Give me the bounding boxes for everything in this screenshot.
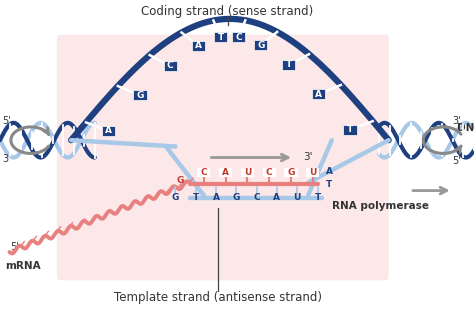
Text: A: A [105,126,112,135]
Bar [133,90,146,100]
Text: DNA: DNA [457,123,474,133]
Text: C: C [253,193,260,202]
Text: C: C [201,168,207,177]
Bar [241,168,254,177]
Text: 5': 5' [453,156,461,166]
FancyBboxPatch shape [57,35,389,280]
Bar [191,41,205,51]
Text: T: T [314,193,321,202]
Bar [306,168,319,177]
Text: G: G [257,41,264,50]
Bar [219,168,232,177]
Text: T: T [285,60,292,69]
Text: C: C [235,32,242,42]
Bar [164,61,177,71]
Text: RNA polymerase: RNA polymerase [332,201,429,211]
Text: 5': 5' [2,116,11,126]
Bar [343,124,356,135]
Text: A: A [273,193,281,202]
Text: C: C [167,61,173,70]
Text: G: G [172,193,179,202]
Text: A: A [315,89,322,99]
Bar [197,168,210,177]
Text: 3': 3' [453,116,461,126]
Text: T: T [218,33,224,42]
Text: A: A [326,167,333,176]
Text: G: G [233,193,240,202]
Bar [312,89,325,99]
Text: T: T [192,193,199,202]
Text: mRNA: mRNA [5,261,40,271]
Text: C: C [266,168,273,177]
Text: 3': 3' [303,152,313,163]
Bar [232,32,245,42]
Bar [254,40,267,50]
Text: 3': 3' [2,154,11,164]
Bar [282,60,295,70]
Text: A: A [195,41,202,50]
Text: T: T [326,180,333,189]
Text: U: U [309,168,317,177]
Text: U: U [244,168,251,177]
Bar [102,126,115,136]
Text: G: G [287,168,295,177]
Text: 5': 5' [10,242,19,252]
Text: U: U [293,193,301,202]
Bar [214,32,228,42]
Text: T: T [347,125,353,134]
Text: Coding strand (sense strand): Coding strand (sense strand) [141,4,314,18]
Text: A: A [222,168,229,177]
Text: Template strand (antisense strand): Template strand (antisense strand) [114,291,322,304]
Text: G: G [176,176,184,185]
Text: A: A [212,193,219,202]
Text: G: G [137,91,144,100]
Bar [284,168,298,177]
Bar [263,168,276,177]
